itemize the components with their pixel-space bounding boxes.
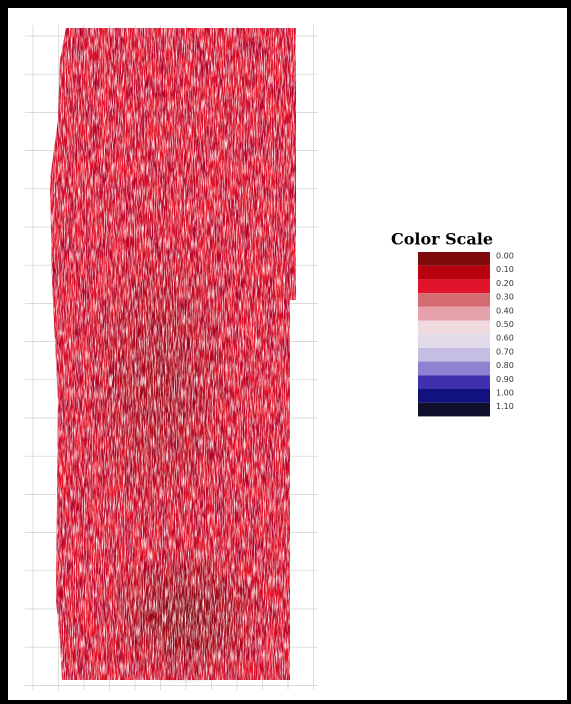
- legend-swatch: [418, 402, 490, 417]
- legend-label: 1.10: [496, 402, 514, 411]
- legend-swatch: [418, 279, 490, 294]
- legend-swatch: [418, 293, 490, 307]
- legend-label: 0.50: [496, 320, 514, 329]
- legend: 0.00 0.10 0.20 0.30 0.40 0.50 0.60 0.70 0.80 0.90…: [418, 252, 514, 417]
- legend-label: 0.90: [496, 375, 514, 384]
- scan-light-texture: [50, 28, 296, 680]
- legend-title: Color Scale: [391, 230, 493, 249]
- legend-swatch: [418, 347, 490, 362]
- legend-swatch: [418, 375, 490, 389]
- legend-label: 0.80: [496, 361, 514, 370]
- legend-swatch: [418, 389, 490, 403]
- legend-swatch: [418, 306, 490, 321]
- legend-label: 0.40: [496, 306, 514, 315]
- scan-map: [50, 28, 296, 685]
- legend-label: 0.20: [496, 279, 514, 288]
- legend-swatch: [418, 252, 490, 266]
- legend-swatch: [418, 334, 490, 348]
- legend-label: 0.10: [496, 265, 514, 274]
- legend-label: 1.00: [496, 389, 514, 398]
- legend-swatch: [418, 265, 490, 280]
- legend-label: 0.60: [496, 334, 514, 343]
- legend-swatch: [418, 361, 490, 376]
- legend-label: 0.70: [496, 347, 514, 356]
- legend-label: 0.30: [496, 293, 514, 302]
- legend-swatch: [418, 320, 490, 335]
- legend-label: 0.00: [496, 252, 514, 261]
